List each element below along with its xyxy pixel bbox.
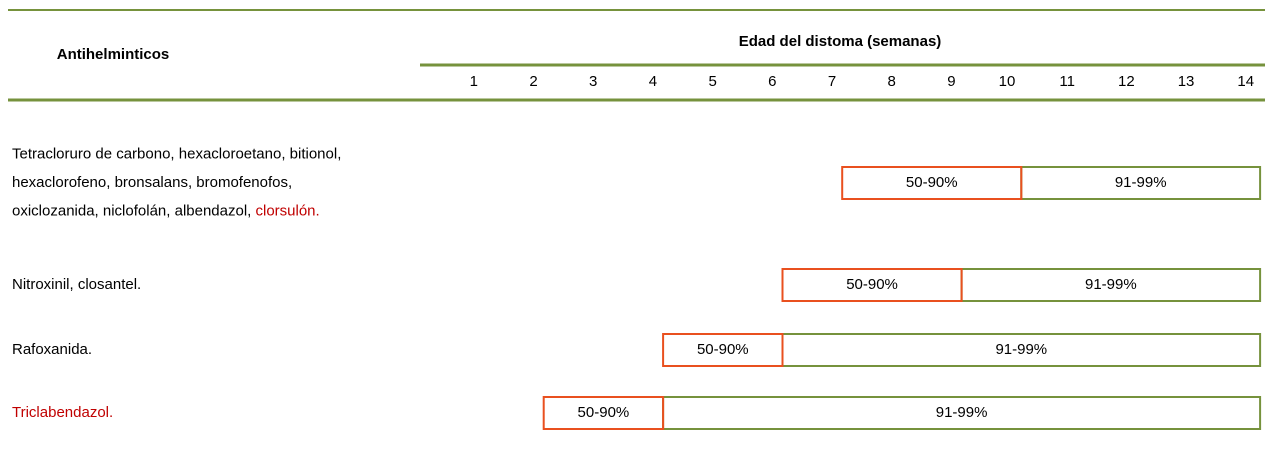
partial-efficacy-bar-label: 50-90%: [578, 404, 630, 421]
high-efficacy-bar-label: 91-99%: [995, 341, 1047, 358]
drug-name-part: clorsulón.: [256, 202, 320, 219]
week-label: 3: [589, 73, 597, 90]
high-efficacy-bar-label: 91-99%: [936, 404, 988, 421]
drug-name-part: Tetracloruro de carbono, hexacloroetano,…: [12, 145, 341, 162]
header-title: Antihelminticos: [57, 46, 170, 63]
partial-efficacy-bar: [542, 396, 665, 430]
week-label: 10: [999, 73, 1016, 90]
week-label: 6: [768, 73, 776, 90]
partial-efficacy-bar-label: 50-90%: [906, 174, 958, 191]
week-label: 14: [1237, 73, 1254, 90]
drug-name-part: hexaclorofeno, bronsalans, bromofenofos,: [12, 174, 292, 191]
week-label: 8: [888, 73, 896, 90]
week-label: 12: [1118, 73, 1135, 90]
group-title: Edad del distoma (semanas): [739, 33, 942, 50]
week-label: 4: [649, 73, 657, 90]
drug-name-part: Nitroxinil, closantel.: [12, 276, 141, 293]
drug-names: Nitroxinil, closantel.: [12, 276, 141, 293]
partial-efficacy-bar-label: 50-90%: [697, 341, 749, 358]
high-efficacy-bar-label: 91-99%: [1085, 276, 1137, 293]
drug-name-part: oxiclozanida, niclofolán, albendazol,: [12, 202, 256, 219]
drug-names: Tetracloruro de carbono, hexacloroetano,…: [12, 145, 341, 162]
partial-efficacy-bar: [841, 166, 1023, 200]
week-label: 7: [828, 73, 836, 90]
drug-name-part: Rafoxanida.: [12, 341, 92, 358]
partial-efficacy-bar-label: 50-90%: [846, 276, 898, 293]
week-label: 2: [529, 73, 537, 90]
drug-names: Rafoxanida.: [12, 341, 92, 358]
drug-names: hexaclorofeno, bronsalans, bromofenofos,: [12, 174, 292, 191]
week-label: 9: [947, 73, 955, 90]
drug-names: oxiclozanida, niclofolán, albendazol, cl…: [12, 202, 320, 219]
week-label: 1: [470, 73, 478, 90]
week-label: 5: [708, 73, 716, 90]
week-label: 13: [1178, 73, 1195, 90]
drug-name-part: Triclabendazol.: [12, 404, 113, 421]
drug-names: Triclabendazol.: [12, 404, 113, 421]
high-efficacy-bar-label: 91-99%: [1115, 174, 1167, 191]
week-label: 11: [1059, 73, 1075, 90]
partial-efficacy-bar: [662, 333, 784, 367]
partial-efficacy-bar: [781, 268, 963, 302]
